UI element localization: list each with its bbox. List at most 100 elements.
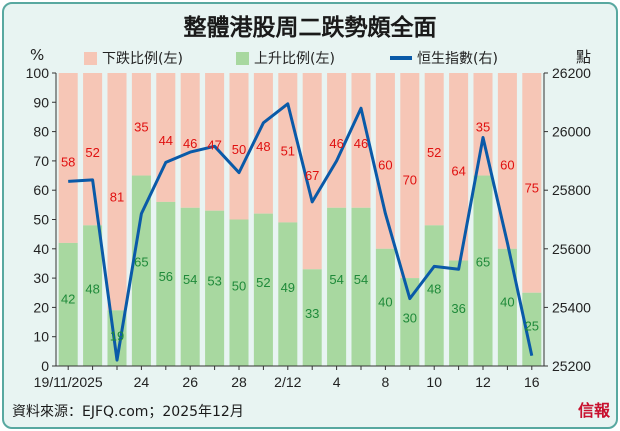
- up-value-label: 52: [256, 275, 270, 290]
- up-value-label: 53: [207, 274, 221, 289]
- bar-up: [156, 201, 176, 366]
- x-tick-label: 2/12: [274, 374, 301, 390]
- index-line: [68, 102, 534, 362]
- up-value-label: 49: [281, 280, 295, 295]
- right-tick-label: 25200: [552, 358, 591, 374]
- down-value-label: 51: [281, 144, 295, 159]
- bar-up: [473, 175, 493, 366]
- bar-down: [473, 73, 493, 176]
- bar-up: [375, 248, 395, 366]
- legend-down-label: 下跌比例(左): [102, 51, 183, 67]
- bar-up: [229, 219, 249, 366]
- left-tick-label: 70: [33, 153, 49, 169]
- down-value-label: 52: [85, 145, 99, 160]
- bar-up: [83, 225, 103, 366]
- left-tick-label: 10: [33, 329, 49, 345]
- source-note: 資料來源：EJFQ.com；2025年12月: [12, 404, 244, 420]
- bar-down: [375, 73, 395, 249]
- down-value-label: 58: [61, 154, 75, 169]
- up-value-label: 56: [159, 269, 173, 284]
- bar-up: [449, 260, 469, 366]
- left-tick-label: 80: [33, 124, 49, 140]
- up-value-label: 65: [476, 254, 490, 269]
- up-value-label: 25: [525, 319, 539, 334]
- bar-up: [180, 207, 200, 366]
- bar-down: [58, 73, 78, 243]
- x-tick-label: 4: [333, 374, 341, 390]
- up-value-label: 36: [451, 301, 465, 316]
- bar-up: [497, 248, 517, 366]
- bar-up: [58, 242, 78, 366]
- bar-up: [424, 225, 444, 366]
- up-value-label: 54: [354, 272, 368, 287]
- x-tick-label: 26: [182, 374, 198, 390]
- up-value-label: 48: [427, 282, 441, 297]
- up-value-label: 30: [403, 311, 417, 326]
- bar-up: [253, 213, 273, 366]
- up-value-label: 40: [500, 295, 514, 310]
- bar-down: [253, 73, 273, 214]
- legend-up-swatch: [236, 51, 249, 65]
- up-value-label: 48: [85, 282, 99, 297]
- x-tick-label: 10: [426, 374, 442, 390]
- bar-down: [180, 73, 200, 208]
- down-value-label: 35: [476, 119, 490, 134]
- up-value-label: 50: [232, 278, 246, 293]
- bar-up: [278, 222, 298, 366]
- left-tick-label: 100: [26, 65, 50, 81]
- bar-down: [302, 73, 322, 270]
- right-axis-unit: 點: [576, 48, 592, 66]
- up-value-label: 42: [61, 291, 75, 306]
- right-tick-label: 26000: [552, 124, 591, 140]
- down-value-label: 50: [232, 142, 246, 157]
- down-value-label: 46: [354, 136, 368, 151]
- bar-up: [327, 207, 347, 366]
- legend-up: 上升比例(左): [236, 48, 335, 68]
- bar-down: [229, 73, 249, 220]
- bar-down: [424, 73, 444, 226]
- down-value-label: 64: [451, 164, 465, 179]
- down-value-label: 67: [305, 168, 319, 183]
- down-value-label: 70: [403, 173, 417, 188]
- up-value-label: 33: [305, 306, 319, 321]
- left-tick-label: 60: [33, 182, 49, 198]
- up-value-label: 54: [329, 272, 343, 287]
- down-value-label: 48: [256, 139, 270, 154]
- bar-down: [107, 73, 127, 311]
- left-tick-label: 90: [33, 94, 49, 110]
- down-value-label: 75: [525, 180, 539, 195]
- left-tick-label: 50: [33, 212, 49, 228]
- bar-down: [497, 73, 517, 249]
- right-tick-label: 25800: [552, 182, 591, 198]
- left-tick-label: 20: [33, 299, 49, 315]
- bar-down: [351, 73, 371, 208]
- legend-up-label: 上升比例(左): [254, 51, 335, 67]
- bar-down: [205, 73, 225, 211]
- down-value-label: 35: [134, 119, 148, 134]
- up-value-label: 40: [378, 295, 392, 310]
- down-value-label: 60: [500, 157, 514, 172]
- up-value-label: 54: [183, 272, 197, 287]
- x-tick-label: 16: [524, 374, 540, 390]
- up-value-label: 19: [110, 328, 124, 343]
- bar-down: [278, 73, 298, 223]
- x-tick-label: 24: [134, 374, 150, 390]
- bar-up: [351, 207, 371, 366]
- left-axis-unit: %: [30, 46, 45, 64]
- bar-down: [449, 73, 469, 261]
- publisher-logo: 信報: [577, 401, 610, 420]
- x-tick-label: 19/11/2025: [34, 374, 103, 390]
- left-tick-label: 40: [33, 241, 49, 257]
- chart-svg: 0102030405060708090100252002540025600258…: [26, 65, 592, 390]
- legend-down-swatch: [84, 51, 97, 65]
- chart-title: 整體港股周二跌勢頗全面: [183, 15, 437, 41]
- bar-down: [131, 73, 151, 176]
- legend-down: 下跌比例(左): [84, 48, 183, 68]
- right-tick-label: 26200: [552, 65, 591, 81]
- bar-down: [83, 73, 103, 226]
- left-tick-label: 0: [41, 358, 49, 374]
- legend-index-label: 恒生指數(右): [417, 51, 498, 67]
- bar-up: [302, 269, 322, 366]
- down-value-label: 52: [427, 145, 441, 160]
